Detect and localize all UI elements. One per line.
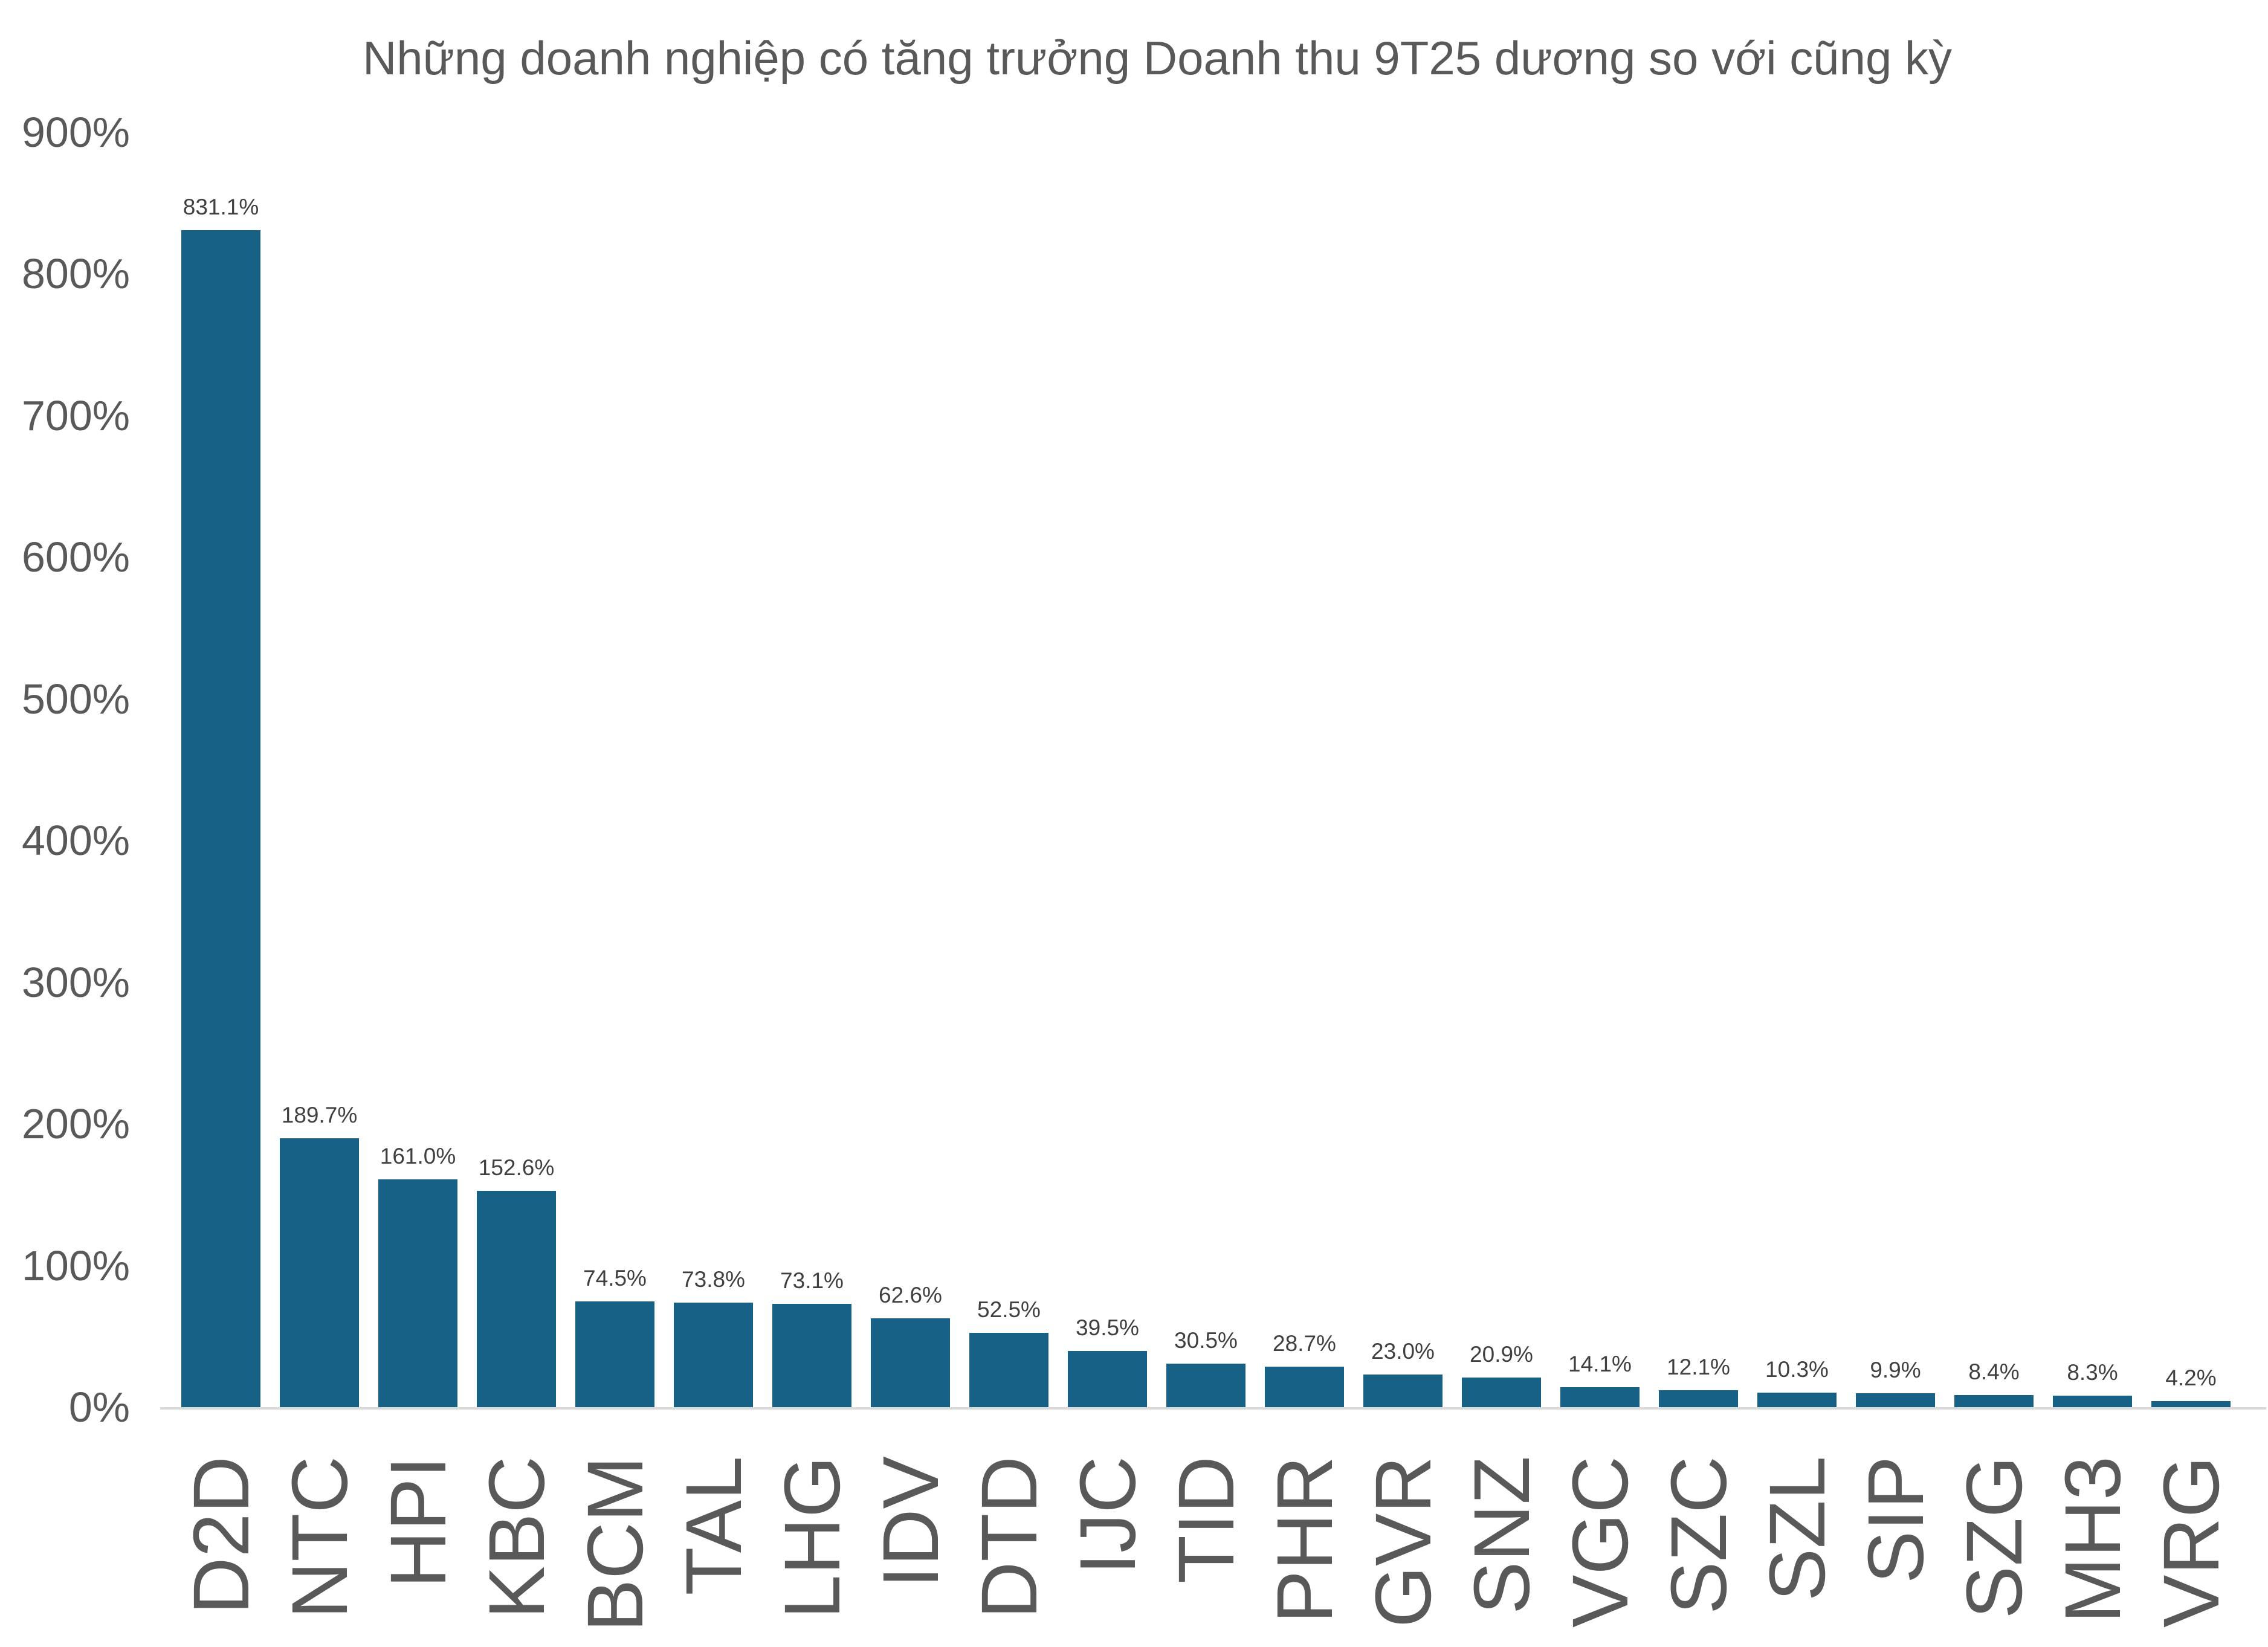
x-tick-label: PHR [1259, 1456, 1349, 1623]
y-tick-label: 300% [21, 958, 130, 1006]
x-tick-label: TAL [668, 1456, 758, 1596]
bar-value-label: 23.0% [1371, 1339, 1435, 1364]
bar-BCM [575, 1301, 654, 1407]
bar-value-label: 10.3% [1765, 1356, 1829, 1382]
bar-MH3 [2053, 1395, 2132, 1407]
x-axis-baseline [160, 1407, 2266, 1410]
bar-value-label: 20.9% [1470, 1342, 1533, 1367]
x-tick-label: D2D [176, 1456, 265, 1615]
bar-value-label: 4.2% [2165, 1365, 2217, 1391]
x-tick-label: SNZ [1456, 1456, 1546, 1614]
bar-value-label: 74.5% [583, 1266, 647, 1291]
bar-value-label: 30.5% [1174, 1328, 1238, 1353]
y-tick-label: 0% [68, 1384, 130, 1431]
bar-value-label: 52.5% [977, 1297, 1041, 1322]
x-tick-label: SIP [1850, 1456, 1940, 1584]
x-tick-label: HPI [373, 1456, 462, 1588]
bar-value-label: 12.1% [1667, 1354, 1730, 1379]
bar-SZL [1757, 1392, 1837, 1407]
bar-LHG [772, 1303, 851, 1407]
x-tick-label: VGC [1555, 1456, 1644, 1628]
bar-value-label: 73.8% [682, 1266, 745, 1292]
bar-DTD [969, 1332, 1048, 1407]
y-tick-label: 600% [21, 533, 130, 581]
x-tick-label: KBC [471, 1456, 561, 1619]
y-tick-label: 200% [21, 1100, 130, 1148]
x-tick-label: MH3 [2047, 1456, 2137, 1623]
bar-SZG [1954, 1395, 2034, 1407]
x-tick-label: SZL [1752, 1456, 1841, 1602]
bar-value-label: 28.7% [1273, 1330, 1336, 1356]
chart-title: Những doanh nghiệp có tăng trưởng Doanh … [362, 31, 1953, 85]
y-tick-label: 400% [21, 817, 130, 865]
x-tick-label: IJC [1062, 1456, 1152, 1575]
x-tick-label: GVR [1358, 1456, 1447, 1628]
bar-value-label: 8.3% [2067, 1359, 2118, 1385]
bar-NTC [280, 1138, 359, 1407]
y-tick-label: 500% [21, 675, 130, 723]
bar-value-label: 831.1% [183, 194, 259, 219]
y-tick-label: 900% [21, 109, 130, 156]
bar-KBC [477, 1191, 556, 1407]
bar-VGC [1560, 1387, 1640, 1407]
x-tick-label: SZC [1653, 1456, 1743, 1614]
y-tick-label: 800% [21, 250, 130, 298]
bar-GVR [1363, 1375, 1443, 1407]
x-tick-label: LHG [767, 1456, 856, 1619]
x-tick-label: SZG [1949, 1456, 2038, 1619]
bar-value-label: 152.6% [478, 1155, 555, 1181]
bar-TAL [674, 1302, 753, 1407]
y-tick-label: 100% [21, 1242, 130, 1289]
bar-value-label: 8.4% [1968, 1359, 2020, 1385]
bar-value-label: 189.7% [281, 1103, 358, 1128]
bar-IJC [1068, 1351, 1147, 1407]
y-tick-label: 700% [21, 392, 130, 439]
bar-D2D [181, 230, 260, 1407]
x-tick-label: DTD [964, 1456, 1053, 1619]
bar-IDV [871, 1318, 950, 1407]
x-tick-label: VRG [2146, 1456, 2235, 1628]
x-tick-label: NTC [274, 1456, 364, 1619]
bar-SZC [1659, 1390, 1738, 1407]
bar-value-label: 161.0% [380, 1143, 456, 1168]
bar-VRG [2151, 1401, 2231, 1407]
bar-SIP [1856, 1393, 1935, 1407]
bar-PHR [1265, 1366, 1344, 1407]
bar-value-label: 73.1% [780, 1268, 844, 1293]
x-tick-label: IDV [865, 1456, 955, 1588]
x-tick-label: BCM [570, 1456, 659, 1632]
bar-value-label: 39.5% [1076, 1315, 1139, 1341]
bar-value-label: 62.6% [879, 1283, 942, 1308]
bar-value-label: 9.9% [1870, 1357, 1921, 1382]
bar-HPI [378, 1179, 457, 1407]
bar-SNZ [1462, 1378, 1541, 1407]
x-tick-label: TID [1161, 1456, 1250, 1584]
bar-value-label: 14.1% [1568, 1351, 1632, 1376]
bar-TID [1166, 1364, 1245, 1407]
